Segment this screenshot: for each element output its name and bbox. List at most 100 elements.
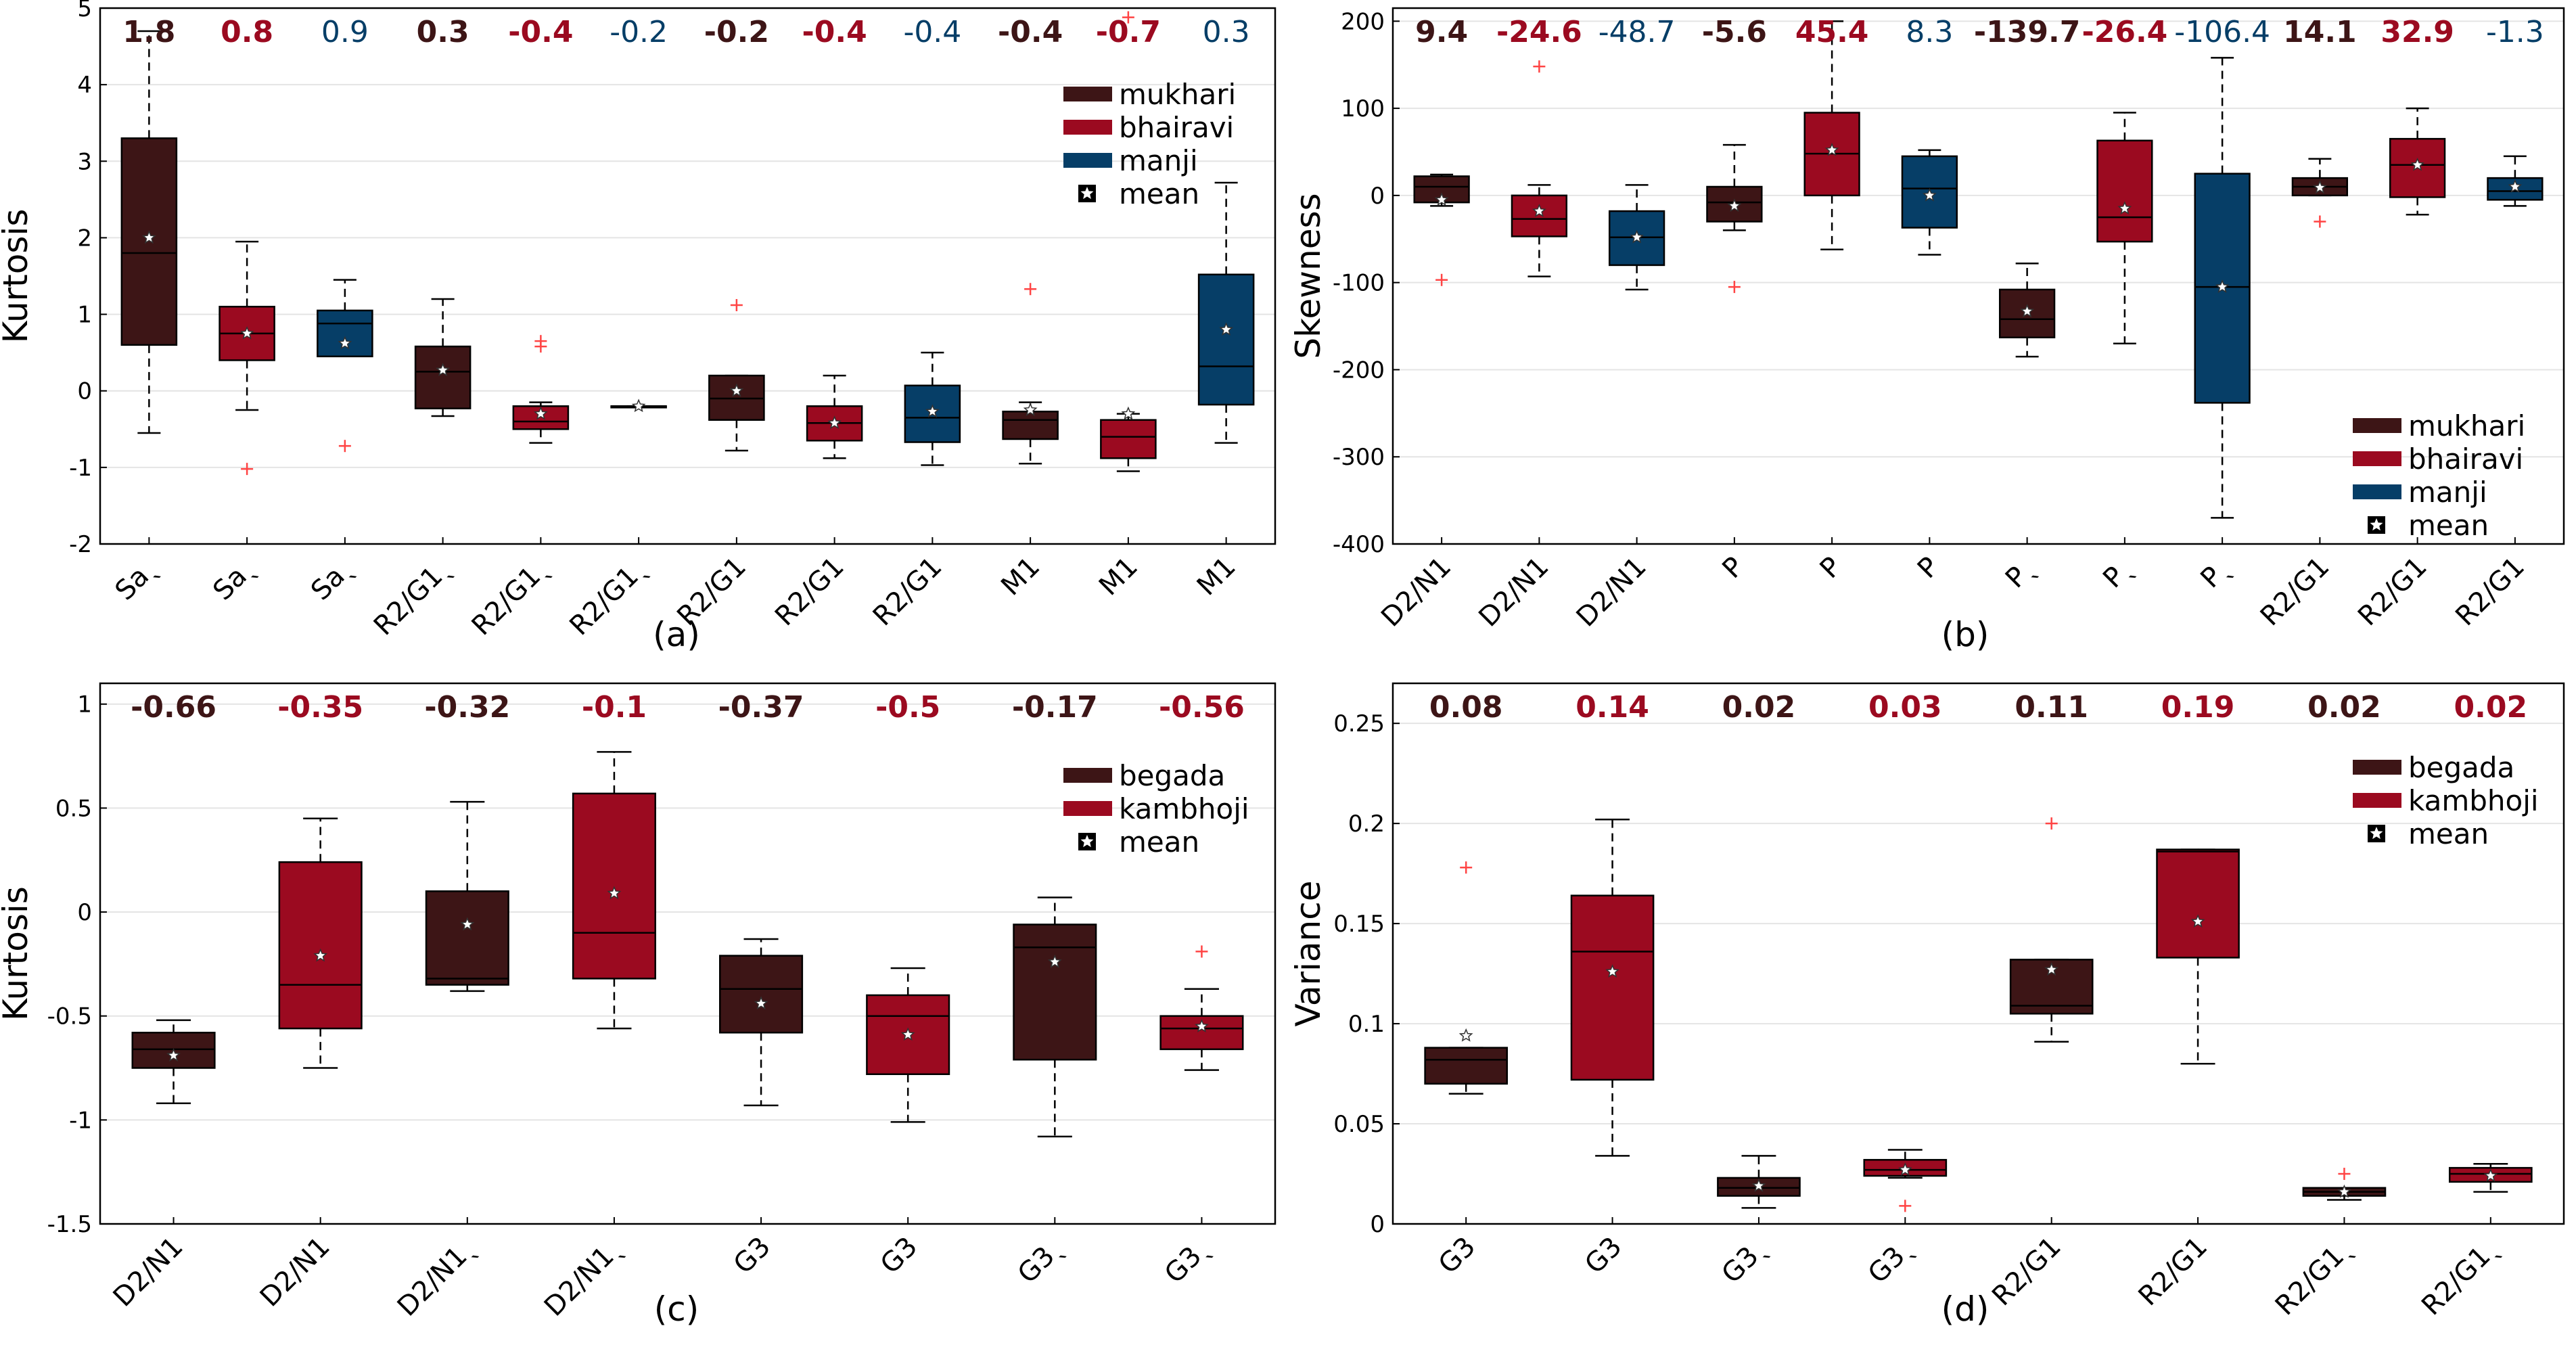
x-tick-label: R2/G1: [1986, 1231, 2067, 1313]
y-tick-label: -200: [1333, 357, 1385, 384]
x-tick-label: P: [1912, 551, 1946, 585]
mean-marker: [2215, 279, 2230, 294]
mean-marker: [925, 404, 940, 418]
top-value-label: -106.4: [2174, 15, 2270, 49]
box-body: [2156, 848, 2240, 959]
box-0: [1424, 861, 1509, 1095]
box-4: [1803, 20, 1860, 250]
top-value-label: -0.2: [610, 15, 668, 49]
outlier-marker: [534, 335, 547, 348]
y-axis-label: Skewness: [1289, 193, 1328, 359]
legend-label: mean: [2408, 817, 2489, 850]
top-value-label: -26.4: [2082, 15, 2167, 49]
top-value-label: -0.66: [131, 690, 216, 725]
mean-marker: [1532, 204, 1546, 217]
y-tick-label: 4: [77, 72, 92, 99]
top-value-label: 32.9: [2380, 15, 2454, 49]
box-8: [904, 351, 961, 466]
box-4: [2009, 817, 2094, 1043]
legend-label: kambhoji: [1119, 792, 1249, 825]
legend-swatch: [1063, 87, 1112, 101]
y-tick-label: 0.1: [1348, 1011, 1385, 1038]
x-tick-label: R2/G1ˎ: [2270, 1231, 2360, 1322]
mean-marker: [1922, 187, 1937, 202]
top-value-label: 0.9: [321, 15, 369, 49]
top-value-label: -0.4: [802, 15, 867, 49]
mean-marker: [1605, 964, 1619, 978]
mean-marker: [313, 948, 328, 962]
x-tick-label: M1: [1191, 551, 1242, 602]
mean-marker: [1434, 192, 1449, 206]
box-body: [414, 345, 472, 409]
legend-label: begada: [2408, 751, 2514, 784]
mean-marker: [166, 1048, 181, 1062]
y-tick-label: -1: [69, 1107, 92, 1134]
x-tick-label: G3ˎ: [1159, 1231, 1218, 1290]
mean-marker: [827, 415, 842, 430]
mean-marker: [2508, 179, 2523, 193]
box-body: [1424, 1047, 1509, 1085]
legend-swatch: [1063, 153, 1112, 168]
legend-label: mean: [2408, 509, 2489, 542]
x-tick-label: R2/G1: [769, 551, 850, 633]
box-3: [572, 751, 656, 1030]
mean-marker: [1047, 954, 1062, 968]
box-5: [1901, 149, 1958, 256]
box-1: [218, 240, 275, 476]
y-tick-label: 5: [77, 0, 92, 22]
x-tick-label: R2/G1: [2133, 1231, 2214, 1313]
top-value-label: -24.6: [1496, 15, 1582, 49]
y-tick-label: 0.2: [1348, 811, 1385, 838]
box-body: [1197, 273, 1255, 406]
top-value-label: 14.1: [2283, 15, 2357, 49]
box-2: [1608, 184, 1665, 291]
x-tick-label: M1: [1093, 551, 1144, 602]
mean-marker: [754, 996, 768, 1010]
outlier-marker: [1122, 11, 1134, 24]
legend-star-icon: [1080, 187, 1094, 200]
y-tick-label: -1: [69, 455, 92, 482]
x-tick-label: D2/N1: [254, 1231, 336, 1313]
mean-marker: [1219, 322, 1234, 336]
mean-marker: [729, 383, 744, 397]
box-0: [120, 30, 178, 434]
y-tick-label: 0: [77, 899, 92, 926]
box-0: [131, 1019, 216, 1105]
box-7: [806, 374, 863, 459]
box-body: [120, 137, 178, 346]
panel-label: (b): [1941, 615, 1990, 654]
x-tick-label: R2/G1: [2255, 551, 2336, 633]
box-body: [1100, 419, 1157, 459]
legend-swatch: [2353, 793, 2401, 808]
box-body: [2096, 139, 2153, 243]
plot-frame: [99, 7, 1276, 545]
y-tick-label: 200: [1341, 8, 1385, 35]
top-value-label: 0.08: [1429, 690, 1503, 725]
x-tick-label: Pˎ: [2000, 551, 2043, 595]
mean-marker: [1630, 229, 1644, 244]
box-5: [610, 398, 667, 413]
x-tick-label: Pˎ: [2194, 551, 2238, 595]
box-body: [425, 890, 509, 986]
top-value-label: 0.03: [1868, 690, 1942, 725]
mean-marker: [2117, 201, 2132, 215]
x-tick-label: R2/G1ˎ: [2416, 1231, 2506, 1322]
top-value-label: 0.11: [2015, 690, 2088, 725]
mean-marker: [631, 398, 646, 413]
outlier-marker: [1435, 273, 1448, 286]
box-1: [1511, 60, 1568, 277]
box-body: [1159, 1015, 1244, 1051]
top-value-label: -48.7: [1598, 15, 1676, 49]
mean-marker: [1727, 198, 1742, 212]
x-tick-label: P: [1716, 551, 1750, 585]
box-6: [1998, 263, 2056, 358]
top-value-label: -0.17: [1012, 690, 1098, 725]
top-value-label: 0.8: [221, 15, 273, 49]
outlier-marker: [1899, 1200, 1912, 1212]
y-tick-label: 0.15: [1333, 911, 1385, 938]
y-tick-label: -0.5: [47, 1003, 92, 1030]
mean-marker: [239, 325, 254, 340]
top-value-label: 0.3: [1203, 15, 1250, 49]
